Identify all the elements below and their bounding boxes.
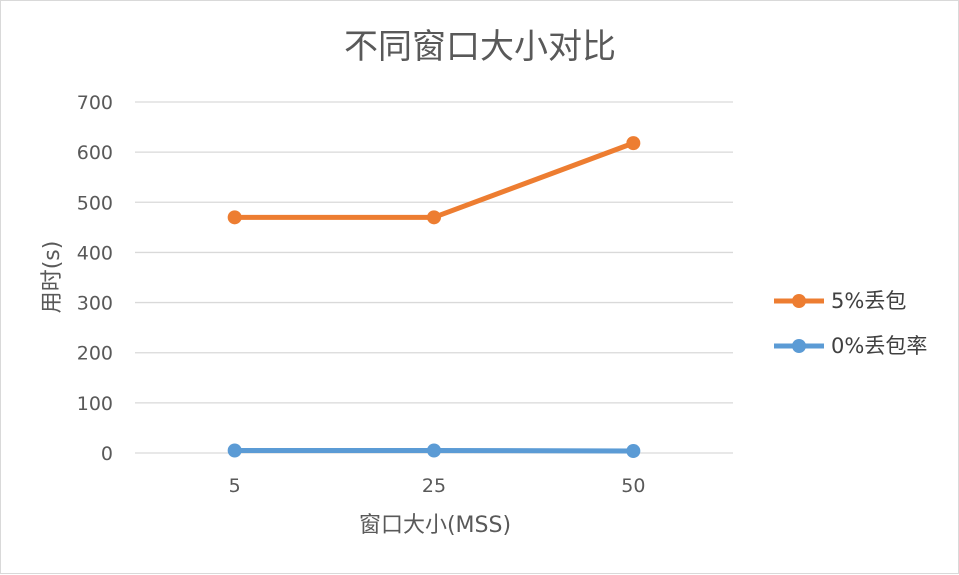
- y-tick-label: 500: [77, 192, 113, 214]
- x-axis-title: 窗口大小(MSS): [359, 513, 511, 538]
- y-tick-label: 700: [77, 92, 113, 114]
- legend-label: 0%丢包率: [831, 334, 927, 358]
- series-line: [232, 140, 636, 220]
- y-tick-label: 100: [77, 393, 113, 415]
- legend-item: 5%丢包: [774, 289, 906, 313]
- data-point: [427, 210, 441, 225]
- gridlines: [135, 101, 733, 454]
- legend-point-marker: [792, 339, 806, 353]
- data-point: [626, 136, 641, 151]
- y-tick-label: 400: [77, 242, 113, 264]
- y-tick-label: 600: [77, 142, 113, 164]
- legend-label: 5%丢包: [831, 289, 906, 313]
- series-1: [227, 443, 641, 458]
- y-axis-ticks: 0 100 200 300 400 500 600 700: [77, 92, 113, 465]
- data-point: [626, 443, 641, 458]
- legend: 5%丢包 0%丢包率: [774, 289, 927, 358]
- y-tick-label: 0: [101, 443, 113, 465]
- y-tick-label: 200: [77, 343, 113, 365]
- legend-point-marker: [792, 294, 806, 308]
- y-axis-title: 用时(s): [40, 241, 65, 314]
- series-group: [227, 136, 641, 458]
- x-tick-label: 50: [621, 475, 645, 497]
- data-point: [227, 210, 242, 225]
- chart-title: 不同窗口大小对比: [344, 27, 616, 67]
- legend-item: 0%丢包率: [774, 334, 927, 358]
- data-point: [427, 443, 441, 458]
- x-axis-ticks: 5 25 50: [229, 475, 646, 497]
- x-tick-label: 5: [229, 475, 241, 497]
- y-tick-label: 300: [77, 293, 113, 315]
- series-0: [227, 136, 641, 225]
- data-point: [227, 443, 242, 458]
- x-tick-label: 25: [422, 475, 446, 497]
